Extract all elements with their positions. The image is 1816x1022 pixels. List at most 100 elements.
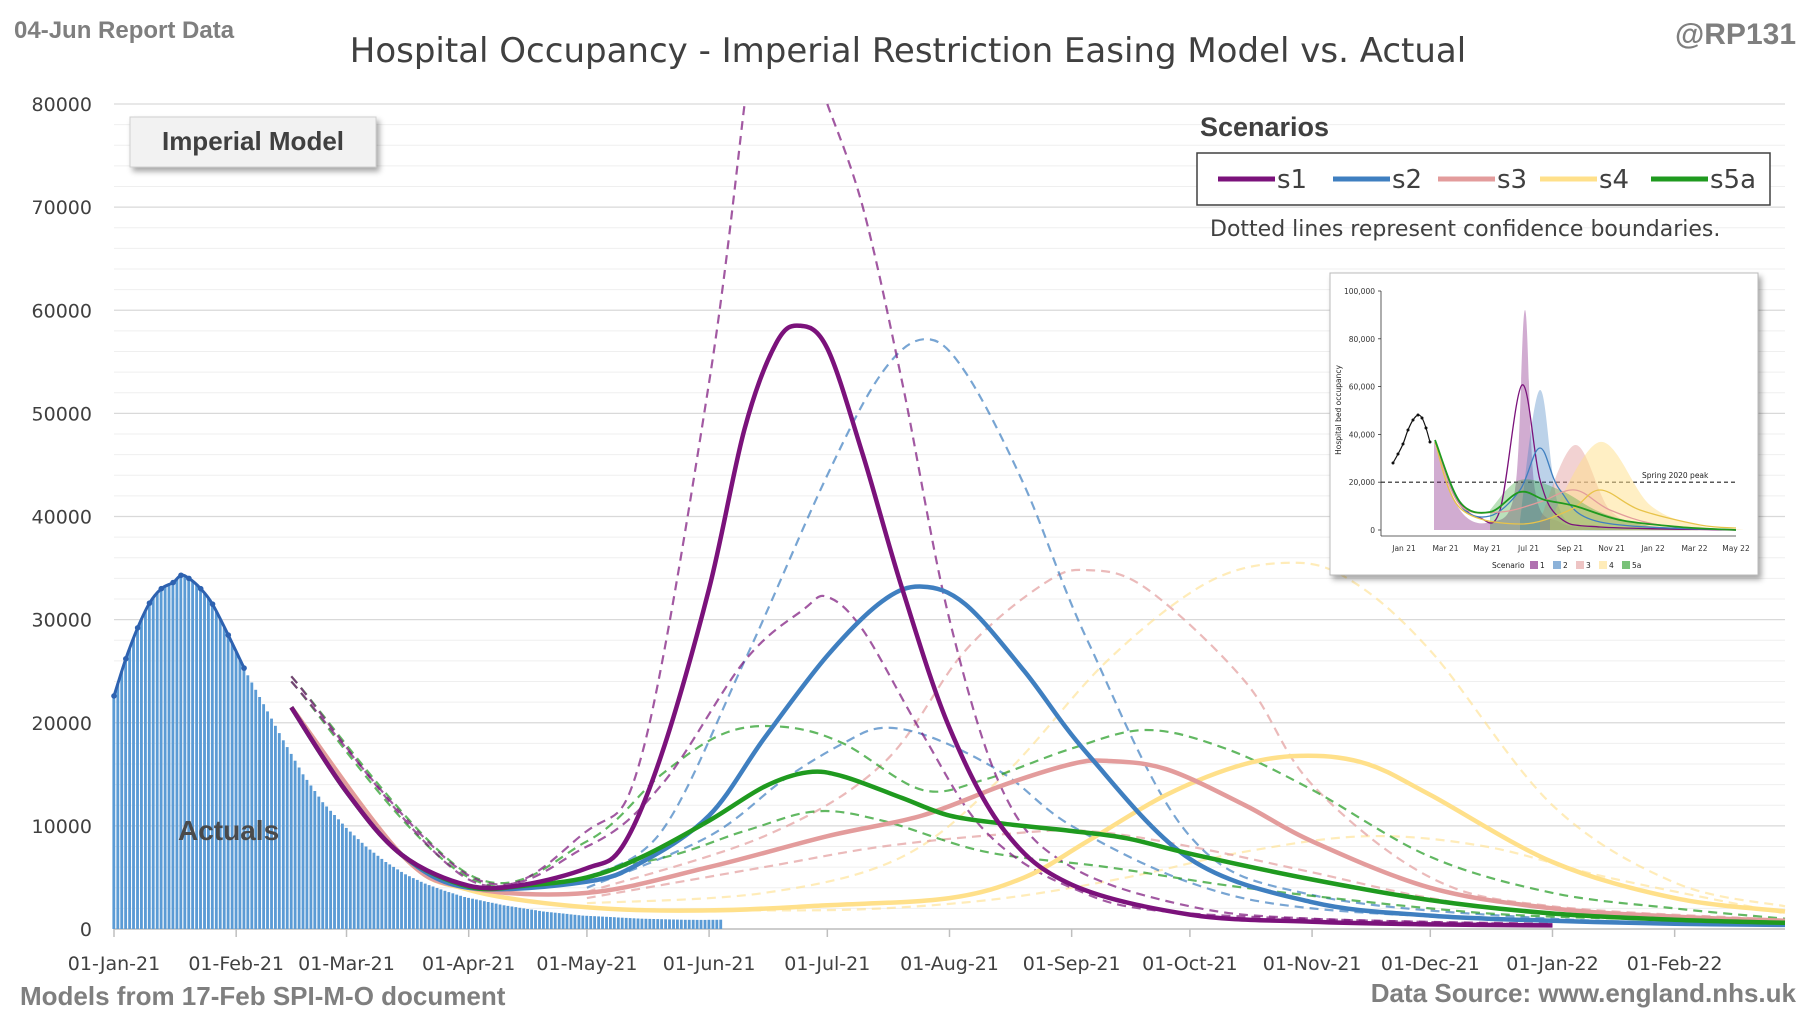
actual-bar	[187, 578, 191, 929]
actual-bar	[151, 598, 155, 929]
actual-bar	[668, 919, 671, 929]
actual-bar	[679, 919, 683, 929]
actual-bar	[348, 831, 352, 929]
x-axis: 01-Jan-21 01-Feb-21 01-Mar-21 01-Apr-21 01-M…	[68, 929, 1723, 975]
actual-bar	[538, 910, 541, 929]
legend: Scenarios s1 s2 s3 s4 s5a Dotted lines repre…	[1196, 112, 1771, 242]
x-tick-label: 01-Jun-21	[663, 953, 756, 975]
inset-actual-dot	[1416, 413, 1420, 417]
inset-line-s4	[1434, 441, 1737, 529]
actual-bar	[443, 890, 447, 929]
y-tick-label: 40000	[32, 507, 92, 529]
actual-bar	[230, 643, 234, 929]
legend-label-s4: s4	[1599, 165, 1629, 195]
legend-note: Dotted lines represent confidence bounda…	[1210, 217, 1720, 242]
actual-bar	[636, 918, 640, 929]
x-tick-label: 01-Nov-21	[1263, 953, 1362, 975]
y-tick-label: 30000	[32, 610, 92, 632]
actual-bar	[396, 869, 400, 929]
actual-bar	[321, 802, 325, 929]
actual-bar	[522, 908, 526, 929]
actual-bar	[262, 704, 266, 929]
actual-marker	[158, 585, 165, 592]
inset-y-tick-label: 60,000	[1349, 383, 1375, 392]
series-s5a-upper-bound	[290, 675, 1786, 920]
actual-bar	[301, 774, 305, 929]
inset-y-tick-label: 20,000	[1349, 478, 1375, 487]
y-tick-label: 60000	[32, 300, 92, 322]
actual-bar	[293, 760, 297, 929]
inset-y-tick-label: 40,000	[1349, 430, 1375, 439]
actual-bar	[238, 659, 242, 929]
legend-title: Scenarios	[1200, 112, 1329, 142]
actual-bar	[246, 675, 250, 929]
x-tick-label: 01-Mar-21	[298, 953, 395, 975]
actual-bar	[506, 905, 510, 929]
y-tick-label: 20000	[32, 713, 92, 735]
actual-bar	[664, 919, 668, 929]
inset-legend-swatch	[1599, 561, 1607, 569]
series-s1-upper_tail-bound	[826, 103, 1553, 925]
actual-bar	[305, 779, 309, 929]
actual-bar	[451, 893, 455, 929]
actual-bar	[427, 885, 431, 929]
actual-bar	[207, 599, 210, 929]
actual-bar	[210, 604, 214, 929]
actual-bar	[266, 711, 269, 929]
inset-x-tick-label: Jan 22	[1640, 544, 1665, 553]
actual-marker	[209, 601, 216, 607]
x-tick-label: 01-May-21	[536, 953, 637, 975]
actual-bar	[652, 919, 656, 929]
actual-bar	[632, 918, 636, 929]
x-tick-label: 01-Feb-22	[1627, 953, 1723, 975]
actual-bar	[565, 913, 569, 929]
actuals-bars	[111, 572, 723, 930]
y-tick-label: 50000	[32, 403, 92, 425]
actual-bar	[557, 913, 561, 929]
inset-y-tick-label: 100,000	[1344, 287, 1375, 296]
actual-bar	[475, 899, 478, 929]
series-s4-line	[289, 705, 1786, 914]
actual-bar	[167, 584, 171, 929]
actual-bar	[514, 907, 518, 929]
actual-bar	[274, 725, 277, 929]
series-s4-upper-bound	[586, 561, 1786, 908]
actual-marker	[186, 575, 192, 582]
inset-actual-dot	[1406, 428, 1410, 432]
actual-bar	[695, 919, 699, 929]
inset-legend-label: 1	[1540, 561, 1545, 570]
actual-bar	[147, 603, 151, 929]
inset-x-tick-label: Jan 21	[1391, 544, 1416, 553]
series-s2-lower-bound	[586, 726, 1786, 925]
actual-bar	[400, 871, 403, 929]
actual-bar	[703, 919, 707, 929]
series-s1-line	[289, 323, 1553, 928]
y-tick-label: 70000	[32, 197, 92, 219]
actual-bar	[408, 876, 411, 929]
actual-bar	[455, 894, 459, 929]
actual-bar	[656, 919, 660, 929]
actual-bar	[128, 648, 132, 929]
actual-bar	[502, 905, 506, 929]
actual-bar	[175, 578, 179, 929]
actual-bar	[203, 593, 206, 929]
legend-label-s2: s2	[1392, 165, 1422, 195]
actual-bar	[620, 917, 624, 929]
actual-bar	[431, 886, 435, 929]
actual-bar	[687, 919, 691, 929]
chart-title: Hospital Occupancy - Imperial Restrictio…	[350, 31, 1466, 71]
actual-bar	[676, 919, 679, 929]
actual-marker	[123, 656, 129, 662]
imperial-model-label: Imperial Model	[162, 126, 344, 156]
x-tick-label: 01-Apr-21	[422, 953, 515, 975]
scenario-lines	[289, 103, 1786, 928]
data-source-note: Data Source: www.england.nhs.uk	[1371, 978, 1797, 1008]
legend-label-s1: s1	[1277, 165, 1307, 195]
inset-legend-label: 3	[1586, 561, 1591, 570]
actual-bar	[388, 864, 392, 929]
inset-actual-dot	[1428, 440, 1432, 444]
actual-bar	[317, 796, 321, 929]
inset-legend-title: Scenario	[1492, 561, 1525, 570]
legend-label-s3: s3	[1497, 165, 1527, 195]
y-tick-label: 10000	[32, 816, 92, 838]
